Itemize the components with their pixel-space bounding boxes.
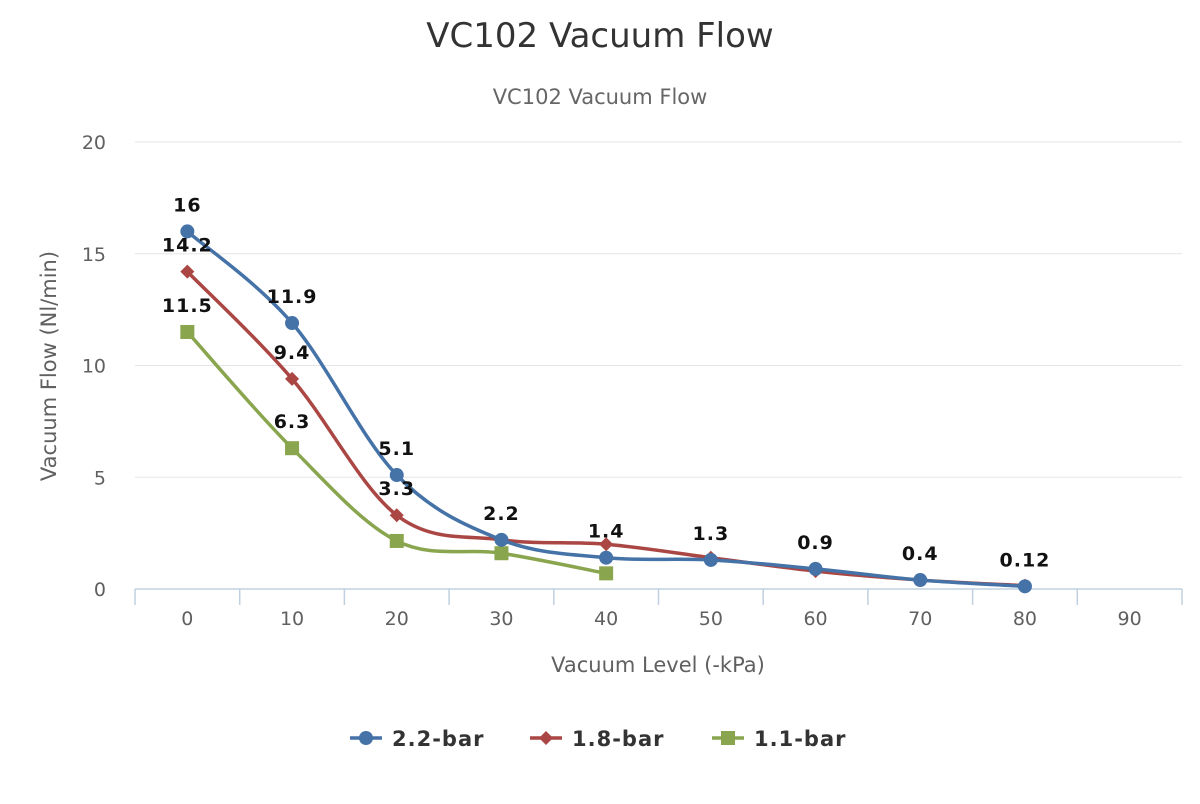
data-label: 14.2	[162, 235, 213, 257]
data-label: 16	[173, 194, 201, 216]
series-markers-2.2-bar	[180, 224, 1032, 594]
x-tick-label: 80	[1013, 608, 1037, 630]
data-point	[1017, 579, 1032, 594]
data-point	[389, 508, 404, 523]
x-tick-label: 60	[803, 608, 827, 630]
legend-label: 1.1-bar	[754, 727, 846, 751]
y-tick-label: 10	[82, 356, 106, 378]
data-point	[494, 546, 509, 561]
data-point	[285, 441, 300, 456]
x-tick-label: 70	[908, 608, 932, 630]
data-label: 11.9	[267, 286, 318, 308]
legend-marker	[359, 731, 373, 745]
legend[interactable]: 2.2-bar 1.8-bar 1.1-bar	[350, 727, 846, 751]
gridlines: 0 5 10 15 20	[82, 132, 1182, 601]
y-tick-label: 20	[82, 132, 106, 154]
x-tick-label: 0	[181, 608, 193, 630]
legend-item-1.1-bar[interactable]: 1.1-bar	[712, 727, 846, 751]
data-label: 1.4	[588, 521, 625, 543]
data-label: 0.4	[902, 543, 939, 565]
data-point	[599, 566, 614, 581]
series-markers-1.1-bar	[180, 324, 614, 581]
legend-marker	[539, 731, 553, 745]
data-point	[703, 552, 718, 567]
data-point	[494, 532, 509, 547]
x-tick-label: 20	[385, 608, 409, 630]
data-label: 1.3	[693, 523, 730, 545]
data-point	[389, 533, 404, 548]
data-label: 3.3	[378, 478, 415, 500]
chart-title: VC102 Vacuum Flow	[426, 16, 774, 56]
legend-item-2.2-bar[interactable]: 2.2-bar	[350, 727, 484, 751]
data-label: 0.9	[797, 532, 834, 554]
x-axis-title: Vacuum Level (-kPa)	[551, 653, 765, 677]
x-axis: 0 10 20 30 40 50 60 70 80 90	[134, 588, 1183, 630]
legend-item-1.8-bar[interactable]: 1.8-bar	[530, 727, 664, 751]
series-group	[180, 224, 1032, 594]
data-point	[285, 316, 300, 331]
y-tick-label: 0	[94, 579, 106, 601]
data-point	[180, 324, 195, 339]
x-tick-label: 30	[489, 608, 513, 630]
data-point	[599, 550, 614, 565]
data-point	[808, 561, 823, 576]
data-point	[180, 224, 195, 239]
x-tick-label: 50	[699, 608, 723, 630]
series-line	[185, 229, 1027, 589]
data-point	[389, 468, 404, 483]
legend-label: 1.8-bar	[572, 727, 664, 751]
data-label: 5.1	[378, 438, 415, 460]
y-tick-label: 15	[82, 244, 106, 266]
legend-marker	[721, 731, 735, 745]
data-label: 2.2	[483, 503, 520, 525]
data-point	[285, 371, 300, 386]
data-labels: 11.5 6.3 14.2 9.4 3.3 16 11.9 5.1 2.2 1.4 1.3 0.9 0.…	[162, 194, 1051, 571]
y-tick-label: 5	[94, 467, 106, 489]
chart-subtitle: VC102 Vacuum Flow	[493, 85, 708, 109]
legend-label: 2.2-bar	[392, 727, 484, 751]
data-point	[180, 264, 195, 279]
x-tick-label: 90	[1118, 608, 1142, 630]
x-tick-label: 10	[280, 608, 304, 630]
data-label: 11.5	[162, 295, 213, 317]
y-axis-title: Vacuum Flow (Nl/min)	[37, 251, 61, 481]
series-2.2-bar	[185, 229, 1027, 589]
data-point	[599, 537, 614, 552]
data-point	[913, 573, 928, 588]
x-tick-label: 40	[594, 608, 618, 630]
data-label: 9.4	[274, 342, 311, 364]
data-label: 0.12	[1000, 549, 1051, 571]
data-label: 6.3	[274, 411, 311, 433]
